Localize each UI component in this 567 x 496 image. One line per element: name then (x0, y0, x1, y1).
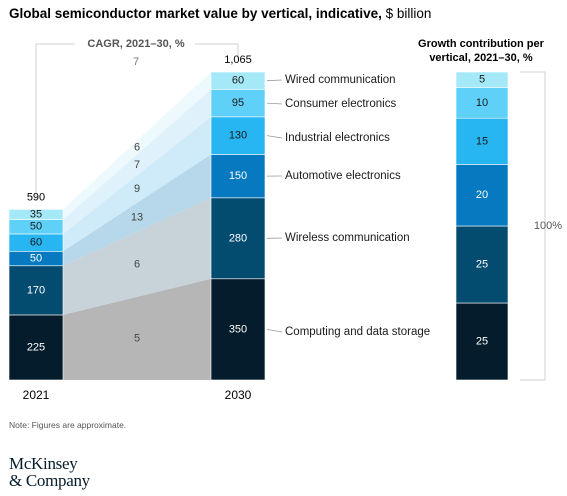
bar-segment (210, 71, 266, 90)
cagr-label: 6 (134, 258, 140, 270)
chart-title: Global semiconductor market value by ver… (9, 6, 431, 21)
cagr-bracket-right (195, 43, 239, 60)
connector-band (63, 89, 211, 234)
bar-segment (8, 265, 64, 316)
contribution-value-label: 5 (479, 74, 485, 86)
connector-band (63, 154, 211, 266)
bar-segment (210, 154, 266, 199)
bar-value-label: 150 (229, 170, 247, 182)
legend-connector (266, 102, 283, 105)
bar-value-label: 280 (229, 232, 247, 244)
contribution-segment (455, 87, 509, 119)
cagr-heading: CAGR, 2021–30, % (87, 38, 184, 50)
contribution-total-label: 100% (534, 220, 562, 232)
bar-segment (210, 89, 266, 118)
bar-value-label: 35 (30, 208, 42, 220)
contribution-title-line-1: Growth contribution per (418, 38, 545, 50)
cagr-label: 13 (131, 211, 143, 223)
legend-connector (266, 328, 283, 333)
legend-label: Automotive electronics (285, 170, 401, 182)
connector-band (63, 278, 211, 380)
contribution-value-label: 20 (476, 189, 488, 201)
legend-label: Consumer electronics (285, 98, 396, 110)
contribution-value-label: 10 (476, 97, 488, 109)
cagr-label: 5 (134, 332, 140, 344)
cagr-label-top: 7 (133, 56, 139, 68)
connector-band (63, 197, 211, 315)
legend-connector (266, 135, 283, 139)
x-tick-label: 2030 (225, 388, 252, 402)
connector-band (63, 116, 211, 252)
x-tick-label: 2021 (23, 388, 50, 402)
bar-value-label: 60 (232, 75, 244, 87)
chart-title-unit: $ billion (385, 6, 432, 21)
footnote: Note: Figures are approximate. (9, 420, 127, 430)
bar-segment (8, 314, 64, 381)
bar-value-label: 350 (229, 323, 247, 335)
mckinsey-logo: McKinsey & Company (9, 455, 90, 489)
logo-line-1: McKinsey (9, 454, 78, 473)
legend-label: Computing and data storage (285, 326, 430, 338)
bar-value-label: 95 (232, 97, 244, 109)
bar-value-label: 170 (27, 284, 45, 296)
contribution-value-label: 25 (476, 259, 488, 271)
contribution-segment (455, 71, 509, 88)
legend-connector (266, 79, 283, 82)
bar-segment (210, 278, 266, 381)
chart-title-text: Global semiconductor market value by ver… (9, 6, 382, 21)
cagr-bracket-left (35, 43, 75, 200)
bar-segment (210, 197, 266, 280)
bar-value-label: 60 (30, 237, 42, 249)
contribution-value-label: 15 (476, 135, 488, 147)
bar-total-label: 1,065 (224, 54, 252, 66)
contribution-segment (455, 302, 509, 381)
logo-line-2: & Company (9, 471, 90, 490)
bar-value-label: 225 (27, 341, 45, 353)
contribution-value-label: 25 (476, 336, 488, 348)
bar-segment (210, 116, 266, 155)
bar-value-label: 130 (229, 130, 247, 142)
connector-band (63, 72, 211, 220)
bar-segment (8, 209, 64, 220)
contribution-bracket (520, 71, 546, 381)
bar-total-label: 590 (27, 191, 45, 203)
legend-label: Industrial electronics (285, 132, 390, 144)
cagr-label: 7 (134, 159, 140, 171)
contribution-segment (455, 225, 509, 304)
cagr-label: 9 (134, 183, 140, 195)
bar-value-label: 50 (30, 253, 42, 265)
contribution-title-line-2: vertical, 2021–30, % (429, 52, 533, 64)
bar-value-label: 50 (30, 221, 42, 233)
legend-label: Wired communication (285, 74, 396, 86)
legend-label: Wireless communication (285, 232, 410, 244)
cagr-label: 6 (134, 142, 140, 154)
